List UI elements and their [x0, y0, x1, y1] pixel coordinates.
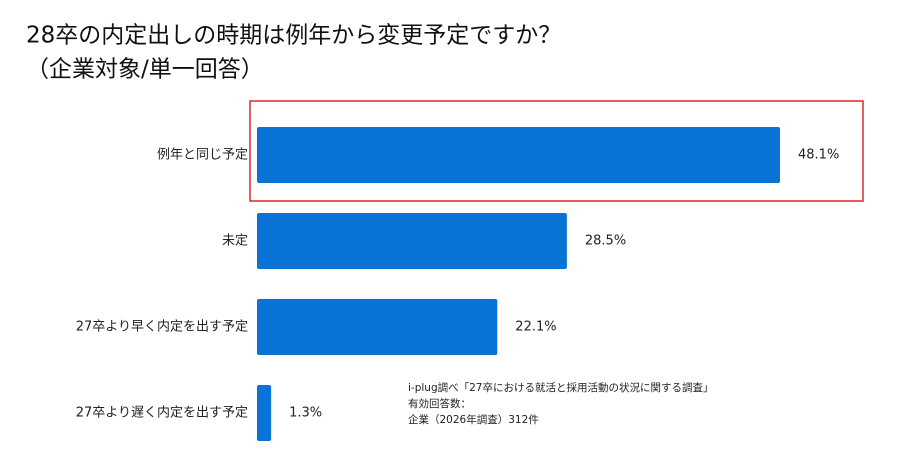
category-label: 27卒より早く内定を出す予定	[76, 319, 248, 335]
value-label: 22.1%	[515, 320, 556, 335]
value-label: 48.1%	[798, 148, 839, 163]
bar	[257, 299, 498, 355]
category-label: 例年と同じ予定	[157, 148, 248, 163]
source-note: 有効回答数：	[408, 397, 471, 410]
value-label: 28.5%	[585, 234, 626, 249]
value-label: 1.3%	[289, 406, 322, 421]
bar	[257, 213, 567, 269]
highlight-box	[249, 100, 864, 202]
bar	[257, 127, 780, 183]
category-label: 27卒より遅く内定を出す予定	[76, 405, 248, 421]
category-label: 未定	[222, 234, 248, 249]
bar	[257, 385, 272, 441]
plot-area: 例年と同じ予定 48.1% 未定 28.5% 27卒より早く内定を出す予定 22.1% 27…	[76, 100, 864, 441]
chart-subtitle: （企業対象/単一回答）	[26, 57, 264, 83]
source-note: 企業（2026年調査）312件	[408, 413, 539, 426]
chart-title: 28卒の内定出しの時期は例年から変更予定ですか？	[26, 23, 561, 49]
source-note: i-plug調べ「27卒における就活と採用活動の状況に関する調査」	[408, 381, 713, 394]
